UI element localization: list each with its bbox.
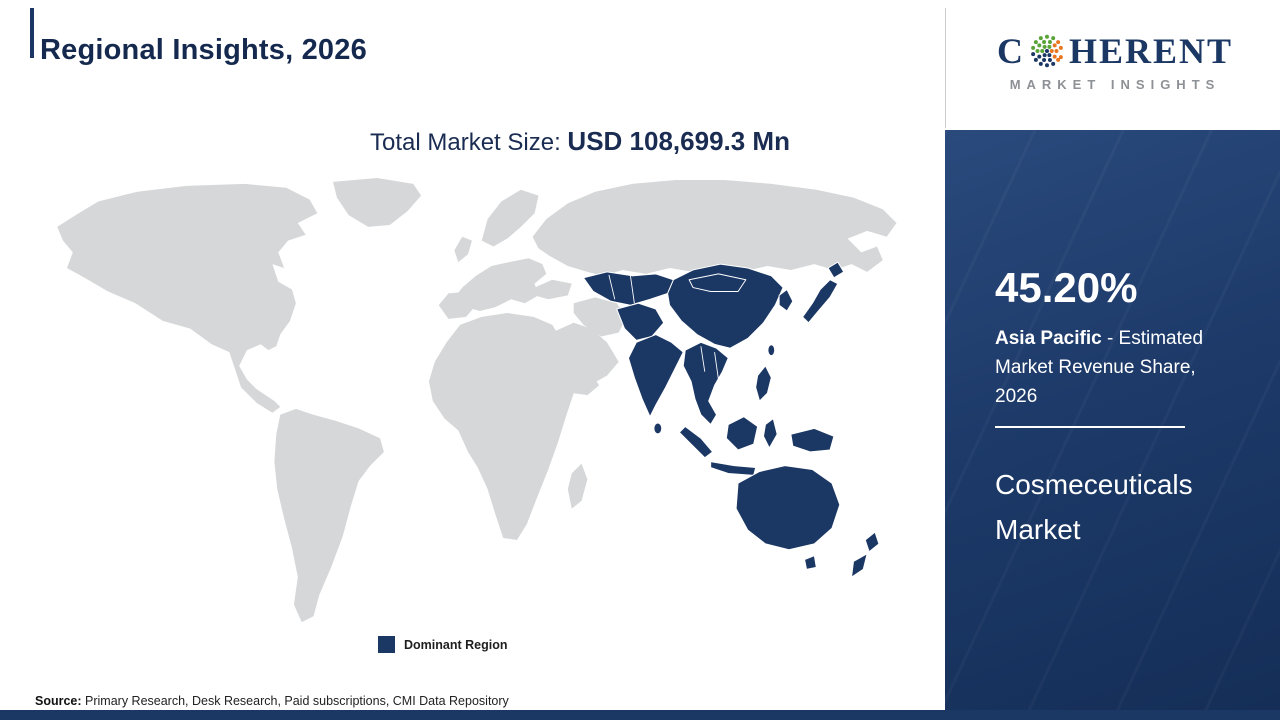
source-note: Source: Primary Research, Desk Research,…	[35, 694, 509, 708]
coherent-logo: C HERENT MARKET INSIGHTS	[962, 30, 1268, 92]
legend-dominant-region-label: Dominant Region	[404, 637, 508, 652]
total-market-size-label: Total Market Size:	[370, 129, 568, 156]
corner-accent-bar	[30, 8, 34, 58]
share-region: Asia Pacific	[995, 328, 1102, 349]
world-map	[30, 178, 910, 628]
europe	[438, 189, 547, 319]
source-text: Primary Research, Desk Research, Paid su…	[81, 694, 509, 708]
logo-tagline: MARKET INSIGHTS	[1009, 77, 1221, 92]
share-desc-rest: - Estimated Market Revenue Share, 2026	[995, 328, 1204, 407]
middle-east	[534, 279, 627, 386]
share-description: Asia Pacific - Estimated Market Revenue …	[995, 324, 1240, 411]
logo-divider-line	[945, 8, 946, 128]
apac-region	[582, 261, 880, 578]
north-america	[57, 183, 318, 413]
market-name: Cosmeceuticals Market	[995, 469, 1193, 545]
south-america	[274, 408, 384, 623]
legend-dominant-region-swatch	[378, 636, 395, 653]
logo-brand-rest: HERENT	[1068, 31, 1234, 71]
world-map-svg	[57, 178, 897, 623]
africa	[428, 313, 600, 540]
logo-brand-c: C	[996, 31, 1025, 71]
russia-north-asia	[532, 179, 897, 276]
share-value: 45.20%	[995, 264, 1138, 311]
bottom-accent-bar	[0, 710, 1280, 720]
source-label: Source:	[35, 694, 82, 708]
total-market-size: Total Market Size: USD 108,699.3 Mn	[120, 126, 1040, 157]
logo-brand: C HERENT	[962, 30, 1268, 72]
page-title: Regional Insights, 2026	[40, 34, 367, 66]
greenland	[333, 178, 422, 227]
coherent-logo-dots-icon	[1031, 34, 1063, 68]
total-market-size-value: USD 108,699.3 Mn	[567, 126, 790, 156]
sidebar-divider	[995, 426, 1185, 428]
map-legend: Dominant Region	[378, 636, 507, 653]
sidebar-panel: 45.20% Asia Pacific - Estimated Market R…	[945, 130, 1280, 712]
